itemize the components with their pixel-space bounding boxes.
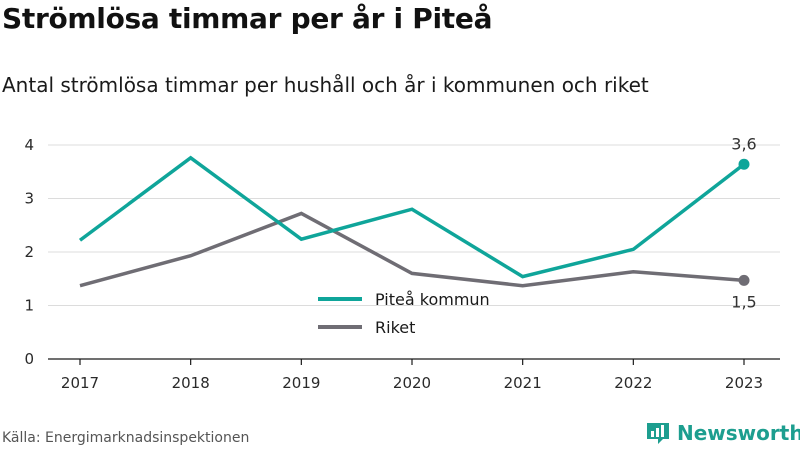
line-chart: 0 1 2 3 4 2017 2018 2019 2020 2021 2022 2023 3,6 1,5… xyxy=(24,134,780,392)
end-label-pitea-kommun: 3,6 xyxy=(731,134,756,153)
y-tick-label: 0 xyxy=(24,350,34,368)
brand-name: Newsworthy xyxy=(677,421,800,445)
legend-item-riket: Riket xyxy=(318,318,415,337)
series-line-riket xyxy=(79,211,745,288)
y-tick-label: 2 xyxy=(24,243,34,261)
x-tick-label: 2018 xyxy=(172,374,210,392)
source-note: Källa: Energimarknadsinspektionen xyxy=(2,430,250,446)
y-tick-label: 4 xyxy=(24,136,34,154)
end-point-riket xyxy=(738,274,750,286)
data-labels: 3,6 1,5 xyxy=(731,134,756,311)
legend-item-pitea-kommun: Piteå kommun xyxy=(318,290,490,309)
end-label-riket: 1,5 xyxy=(731,292,756,311)
bar-chart-logo-icon xyxy=(647,423,669,444)
y-tick-label: 3 xyxy=(24,190,34,208)
x-tick-label: 2023 xyxy=(725,374,763,392)
series-line-pitea-kommun xyxy=(78,155,746,279)
legend-label: Riket xyxy=(375,318,415,337)
brand-logo: Newsworthy xyxy=(645,421,800,445)
axes: 0 1 2 3 4 2017 2018 2019 2020 2021 2022 2023 xyxy=(24,136,780,392)
x-tick-label: 2017 xyxy=(61,374,99,392)
legend-label: Piteå kommun xyxy=(375,290,490,309)
end-point-pitea-kommun xyxy=(738,158,750,170)
y-tick-label: 1 xyxy=(24,297,34,315)
legend: Piteå kommun Riket xyxy=(318,290,490,337)
series-lines xyxy=(78,155,750,288)
x-tick-label: 2022 xyxy=(614,374,652,392)
chart-title: Strömlösa timmar per år i Piteå xyxy=(2,2,493,35)
gridlines xyxy=(48,144,780,306)
x-tick-label: 2019 xyxy=(282,374,320,392)
chart-subtitle: Antal strömlösa timmar per hushåll och å… xyxy=(2,73,649,97)
x-tick-label: 2020 xyxy=(393,374,431,392)
x-tick-label: 2021 xyxy=(504,374,542,392)
